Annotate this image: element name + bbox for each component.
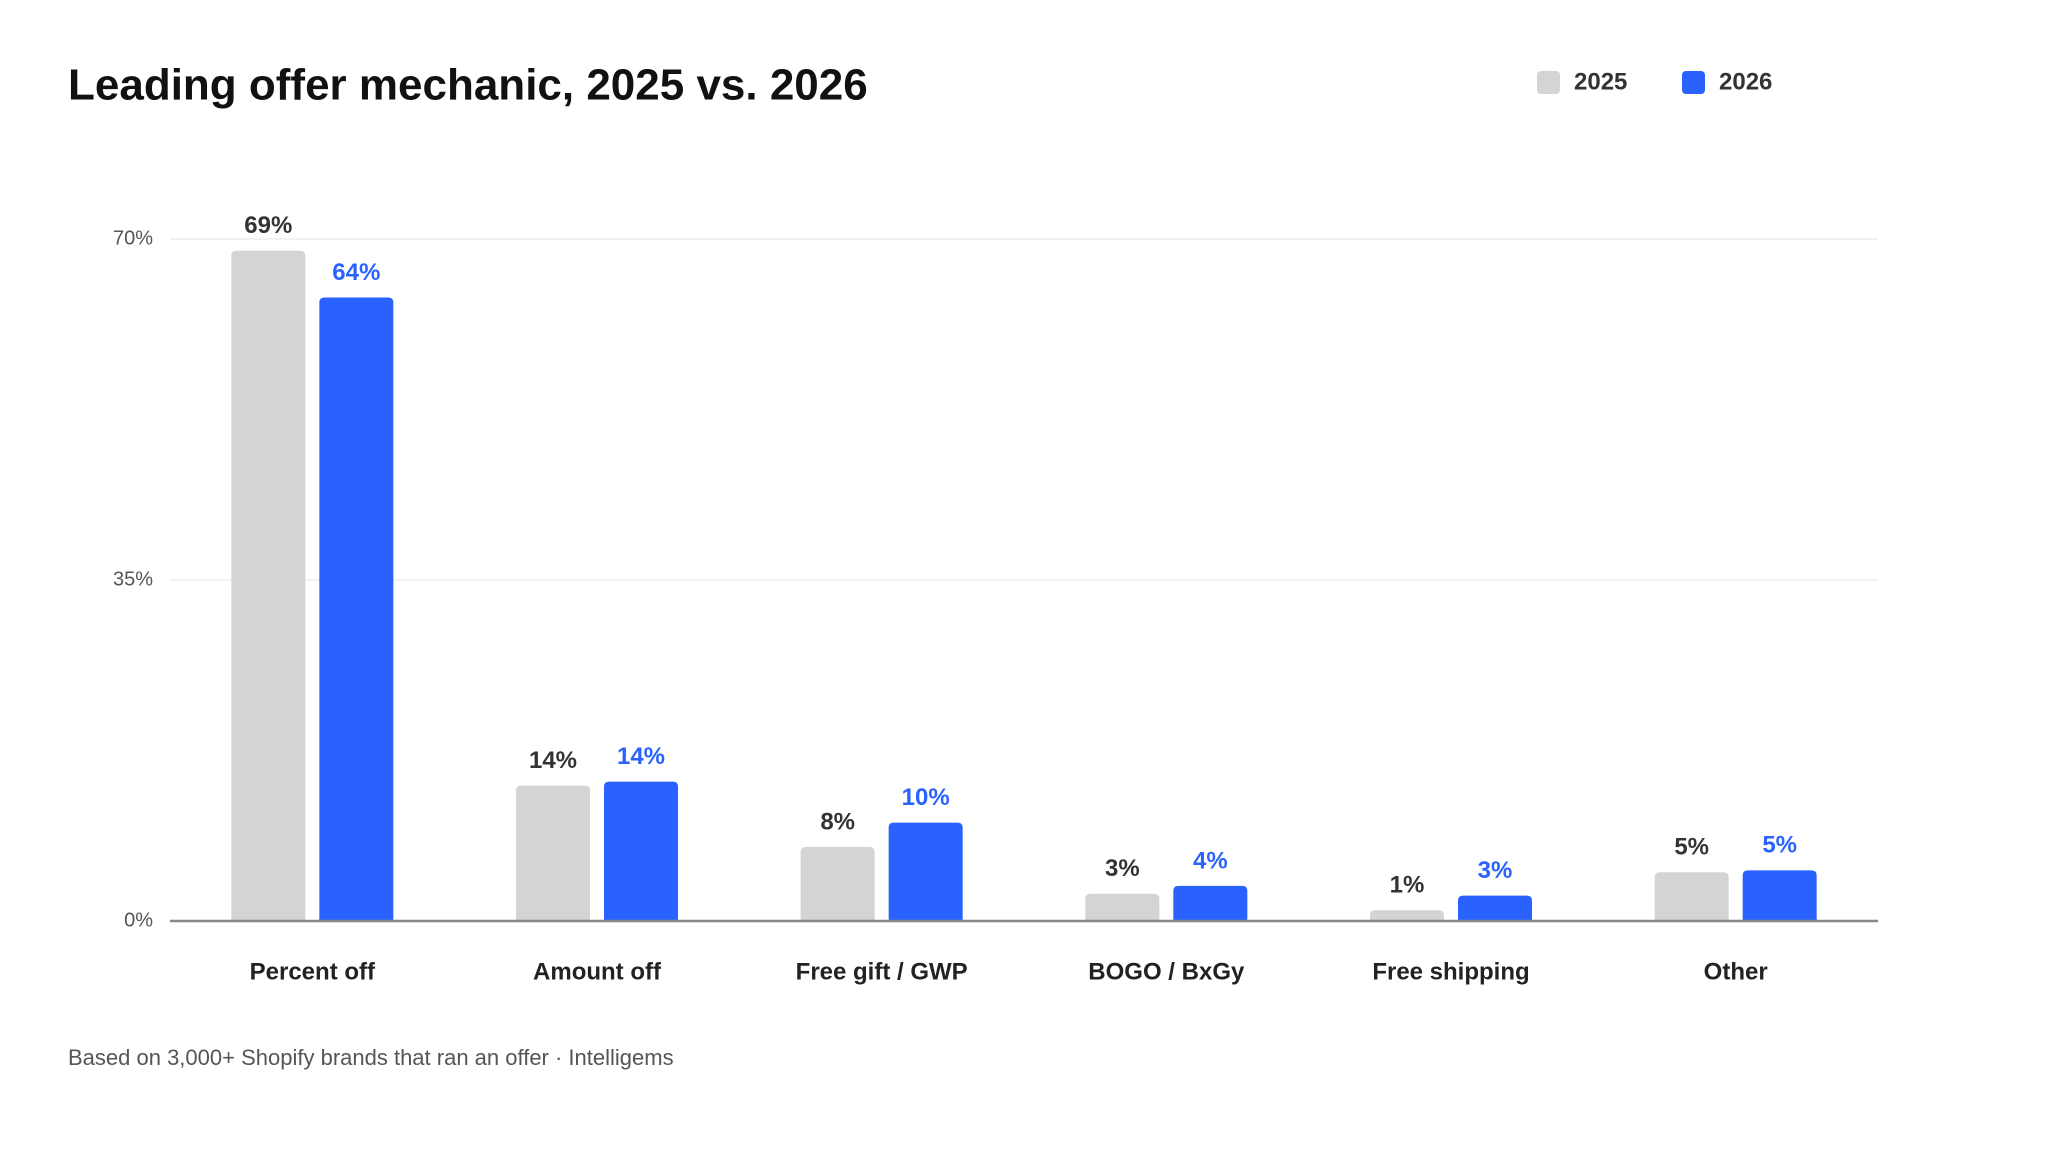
- value-label: 10%: [902, 784, 950, 811]
- bar: [800, 846, 875, 921]
- bar: [319, 297, 394, 921]
- x-tick-label: Other: [1704, 958, 1768, 985]
- x-tick-label: BOGO / BxGy: [1088, 958, 1245, 985]
- y-tick-label: 0%: [124, 909, 153, 931]
- value-label: 14%: [617, 743, 665, 770]
- bar: [1458, 895, 1532, 921]
- value-label: 3%: [1105, 855, 1140, 882]
- footnote: Based on 3,000+ Shopify brands that ran …: [68, 1045, 674, 1070]
- value-label: 3%: [1478, 857, 1513, 884]
- legend-swatch: [1537, 71, 1560, 94]
- legend-swatch: [1682, 71, 1705, 94]
- x-tick-label: Free shipping: [1372, 958, 1529, 985]
- y-tick-label: 35%: [113, 568, 153, 590]
- bar: [604, 781, 678, 921]
- bar: [1173, 885, 1248, 921]
- legend-label: 2025: [1574, 68, 1627, 95]
- value-label: 8%: [820, 808, 855, 835]
- bar: [231, 250, 306, 922]
- value-label: 5%: [1674, 834, 1709, 861]
- chart-title: Leading offer mechanic, 2025 vs. 2026: [68, 61, 868, 110]
- value-label: 14%: [529, 747, 577, 774]
- bar: [1370, 910, 1444, 921]
- x-tick-label: Free gift / GWP: [796, 958, 968, 985]
- bar: [1654, 872, 1729, 921]
- value-label: 4%: [1193, 847, 1228, 874]
- x-tick-label: Amount off: [533, 958, 662, 985]
- value-label: 69%: [244, 212, 292, 239]
- bar: [1742, 870, 1817, 921]
- bar: [1085, 893, 1160, 921]
- bar: [888, 822, 963, 921]
- bar: [516, 785, 590, 921]
- y-tick-label: 70%: [113, 227, 153, 249]
- legend-label: 2026: [1719, 68, 1772, 95]
- value-label: 64%: [332, 259, 380, 286]
- value-label: 5%: [1762, 832, 1797, 859]
- value-label: 1%: [1390, 872, 1425, 899]
- x-tick-label: Percent off: [250, 958, 376, 985]
